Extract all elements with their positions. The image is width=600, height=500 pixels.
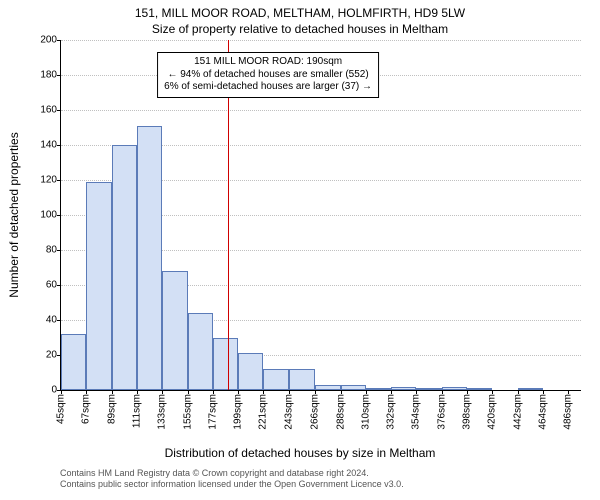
x-tick-label: 420sqm: [487, 394, 498, 430]
x-tick-label: 221sqm: [258, 394, 269, 430]
y-tick-label: 20: [46, 350, 57, 361]
histogram-bar: [391, 387, 416, 391]
histogram-bar: [315, 385, 340, 390]
histogram-bar: [238, 353, 263, 390]
x-tick-label: 464sqm: [538, 394, 549, 430]
x-tick-label: 310sqm: [360, 394, 371, 430]
chart-title-line2: Size of property relative to detached ho…: [0, 22, 600, 36]
x-tick-label: 45sqm: [56, 394, 67, 424]
histogram-bar: [416, 388, 441, 390]
histogram-bar: [289, 369, 315, 390]
x-tick-label: 266sqm: [310, 394, 321, 430]
histogram-bar: [518, 388, 543, 390]
y-tick-label: 200: [40, 35, 57, 46]
x-tick-label: 332sqm: [386, 394, 397, 430]
x-tick-label: 155sqm: [182, 394, 193, 430]
histogram-bar: [188, 313, 213, 390]
gridline-h: [61, 110, 581, 111]
y-tick-mark: [57, 285, 61, 286]
x-tick-label: 89sqm: [106, 394, 117, 424]
y-tick-label: 160: [40, 105, 57, 116]
y-axis-label: Number of detached properties: [7, 132, 21, 297]
histogram-bar: [61, 334, 86, 390]
gridline-h: [61, 40, 581, 41]
histogram-bar: [263, 369, 288, 390]
histogram-bar: [366, 388, 391, 390]
histogram-bar: [86, 182, 111, 390]
x-tick-label: 111sqm: [131, 394, 142, 428]
histogram-bar: [467, 388, 492, 390]
annotation-line3: 6% of semi-detached houses are larger (3…: [164, 81, 372, 94]
histogram-bar: [137, 126, 162, 390]
y-tick-mark: [57, 145, 61, 146]
histogram-bar: [341, 385, 366, 390]
y-tick-label: 100: [40, 210, 57, 221]
y-tick-mark: [57, 110, 61, 111]
x-tick-label: 376sqm: [436, 394, 447, 430]
y-tick-mark: [57, 40, 61, 41]
y-tick-mark: [57, 215, 61, 216]
chart-title-line1: 151, MILL MOOR ROAD, MELTHAM, HOLMFIRTH,…: [0, 6, 600, 20]
x-tick-label: 177sqm: [207, 394, 218, 430]
x-tick-label: 442sqm: [512, 394, 523, 430]
plot-area: 02040608010012014016018020045sqm67sqm89s…: [60, 40, 581, 391]
annotation-box: 151 MILL MOOR ROAD: 190sqm← 94% of detac…: [157, 52, 379, 98]
x-axis-label: Distribution of detached houses by size …: [0, 446, 600, 460]
y-tick-mark: [57, 320, 61, 321]
x-tick-label: 199sqm: [233, 394, 244, 430]
x-tick-label: 288sqm: [335, 394, 346, 430]
x-tick-label: 133sqm: [157, 394, 168, 430]
attribution: Contains HM Land Registry data © Crown c…: [60, 468, 404, 491]
histogram-bar: [112, 145, 137, 390]
annotation-line2: ← 94% of detached houses are smaller (55…: [164, 69, 372, 82]
x-tick-label: 398sqm: [462, 394, 473, 430]
x-tick-label: 67sqm: [81, 394, 92, 424]
histogram-bar: [213, 338, 238, 391]
y-tick-label: 80: [46, 245, 57, 256]
y-tick-label: 120: [40, 175, 57, 186]
y-tick-mark: [57, 180, 61, 181]
y-tick-mark: [57, 75, 61, 76]
annotation-line1: 151 MILL MOOR ROAD: 190sqm: [164, 56, 372, 69]
x-tick-label: 486sqm: [563, 394, 574, 430]
y-tick-label: 60: [46, 280, 57, 291]
histogram-bar: [442, 387, 467, 391]
x-tick-label: 354sqm: [411, 394, 422, 430]
y-tick-mark: [57, 250, 61, 251]
y-tick-label: 40: [46, 315, 57, 326]
histogram-bar: [162, 271, 187, 390]
attribution-line1: Contains HM Land Registry data © Crown c…: [60, 468, 404, 479]
y-tick-label: 180: [40, 70, 57, 81]
x-tick-label: 243sqm: [283, 394, 294, 430]
attribution-line2: Contains public sector information licen…: [60, 479, 404, 490]
y-tick-label: 140: [40, 140, 57, 151]
